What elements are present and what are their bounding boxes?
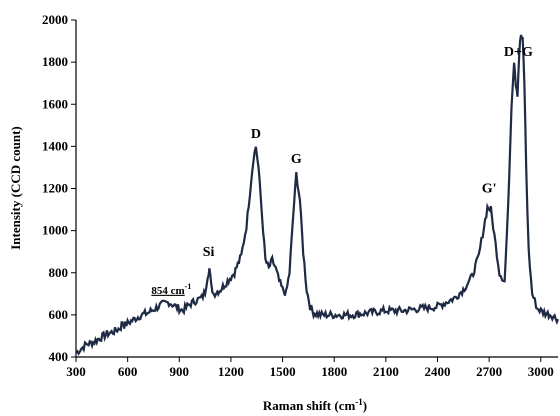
y-tick-label: 1600 — [42, 96, 68, 111]
y-axis-label: Intensity (CCD count) — [8, 126, 23, 250]
peak-label: D+G — [504, 45, 533, 60]
x-tick-label: 900 — [170, 364, 190, 379]
y-axis-ticks: 400 600 800 1000 1200 1400 1600 1800 2000 — [42, 12, 76, 364]
y-tick-label: 1800 — [42, 54, 68, 69]
x-tick-label: 2100 — [373, 364, 399, 379]
y-tick-label: 1000 — [42, 223, 68, 238]
x-tick-label: 3000 — [528, 364, 554, 379]
peak-label: D — [251, 127, 261, 142]
x-axis-label: Raman shift (cm-1) — [263, 397, 367, 413]
y-tick-label: 2000 — [42, 12, 68, 27]
peak-label: Si — [203, 245, 215, 260]
y-tick-label: 400 — [49, 349, 69, 364]
x-tick-label: 1200 — [218, 364, 244, 379]
x-tick-label: 1800 — [321, 364, 347, 379]
y-tick-label: 600 — [49, 307, 69, 322]
x-tick-label: 2700 — [476, 364, 502, 379]
y-tick-label: 1200 — [42, 181, 68, 196]
peak-label: G' — [482, 182, 497, 197]
peak-label: G — [291, 152, 302, 167]
x-tick-label: 2400 — [425, 364, 451, 379]
y-tick-label: 800 — [49, 265, 69, 280]
spectrum-line — [75, 34, 560, 356]
peak-annotations: 854 cm-1 Si D G G' D+G — [151, 45, 533, 297]
x-tick-label: 1500 — [270, 364, 296, 379]
x-axis-ticks: 300 600 900 1200 1500 1800 2100 2400 2700 3000 — [66, 357, 554, 379]
peak-label: 854 cm-1 — [151, 282, 191, 297]
x-tick-label: 300 — [66, 364, 86, 379]
y-tick-label: 1400 — [42, 138, 68, 153]
x-tick-label: 600 — [118, 364, 138, 379]
